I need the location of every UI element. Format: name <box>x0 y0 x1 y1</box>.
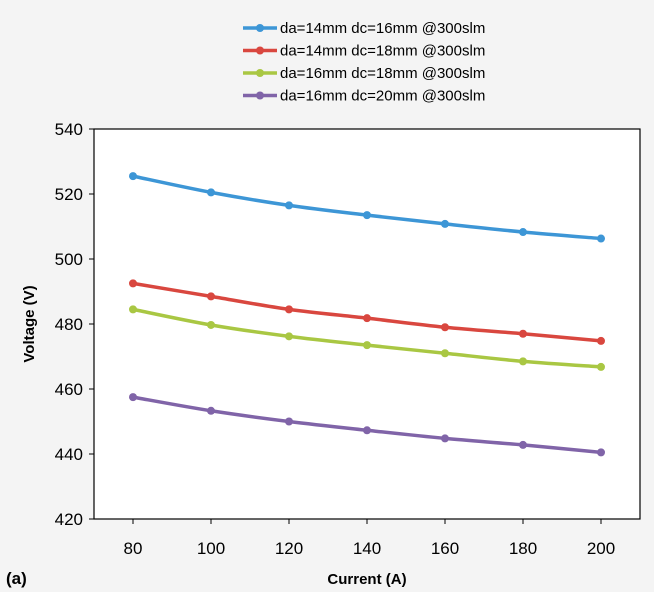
legend: da=14mm dc=16mm @300slm da=14mm dc=18mm @… <box>243 20 485 105</box>
legend-item: da=16mm dc=18mm @300slm <box>243 65 485 82</box>
panel-label: (a) <box>6 569 27 588</box>
legend-label: da=16mm dc=18mm @300slm <box>280 65 485 82</box>
data-point <box>519 228 527 237</box>
data-point <box>519 357 527 366</box>
data-point <box>441 323 449 332</box>
y-tick-label: 440 <box>55 445 83 464</box>
data-point <box>129 305 137 314</box>
data-point <box>207 320 215 329</box>
y-tick-label: 460 <box>55 380 83 399</box>
legend-swatch-marker <box>256 69 264 77</box>
legend-item: da=14mm dc=16mm @300slm <box>243 20 485 37</box>
series-1 <box>129 172 605 243</box>
y-tick-label: 420 <box>55 510 83 529</box>
legend-swatch-marker <box>256 24 264 32</box>
legend-item: da=14mm dc=18mm @300slm <box>243 43 485 60</box>
data-point <box>441 434 449 443</box>
y-tick-label: 540 <box>55 120 83 139</box>
data-point <box>597 362 605 371</box>
series-3 <box>129 305 605 371</box>
series-4 <box>129 393 605 457</box>
data-point <box>285 332 293 341</box>
data-point <box>129 172 137 181</box>
x-tick-label: 100 <box>197 539 225 558</box>
data-point <box>597 448 605 457</box>
data-point <box>207 292 215 301</box>
legend-label: da=14mm dc=16mm @300slm <box>280 20 485 37</box>
x-tick-label: 120 <box>275 539 303 558</box>
data-point <box>519 440 527 449</box>
x-tick-label: 160 <box>431 539 459 558</box>
data-point <box>363 426 371 435</box>
data-point <box>207 406 215 415</box>
y-tick-label: 500 <box>55 250 83 269</box>
data-point <box>363 314 371 323</box>
y-tick-label: 480 <box>55 315 83 334</box>
series-2 <box>129 279 605 345</box>
data-point <box>285 305 293 314</box>
x-tick-label: 180 <box>509 539 537 558</box>
y-tick-label: 520 <box>55 185 83 204</box>
legend-swatch-marker <box>256 91 264 100</box>
plot-area <box>93 128 641 520</box>
legend-swatch-marker <box>256 46 264 55</box>
series-layer <box>129 172 605 457</box>
x-tick-label: 140 <box>353 539 381 558</box>
legend-label: da=16mm dc=20mm @300slm <box>280 88 485 105</box>
data-point <box>519 329 527 338</box>
data-point <box>129 279 137 288</box>
y-axis-ticks: 420 440 460 480 500 520 540 <box>55 120 94 529</box>
x-axis-label: Current (A) <box>327 571 406 588</box>
data-point <box>363 211 371 220</box>
data-point <box>129 393 137 402</box>
x-tick-label: 80 <box>124 539 143 558</box>
data-point <box>285 417 293 426</box>
legend-label: da=14mm dc=18mm @300slm <box>280 43 485 60</box>
data-point <box>285 201 293 210</box>
data-point <box>597 336 605 345</box>
data-point <box>207 188 215 197</box>
data-point <box>441 219 449 228</box>
y-axis-label: Voltage (V) <box>21 285 38 362</box>
x-axis-ticks: 80 100 120 140 160 180 200 <box>124 519 615 558</box>
data-point <box>363 341 371 350</box>
data-point <box>597 234 605 243</box>
legend-item: da=16mm dc=20mm @300slm <box>243 88 485 105</box>
x-tick-label: 200 <box>587 539 615 558</box>
data-point <box>441 349 449 358</box>
